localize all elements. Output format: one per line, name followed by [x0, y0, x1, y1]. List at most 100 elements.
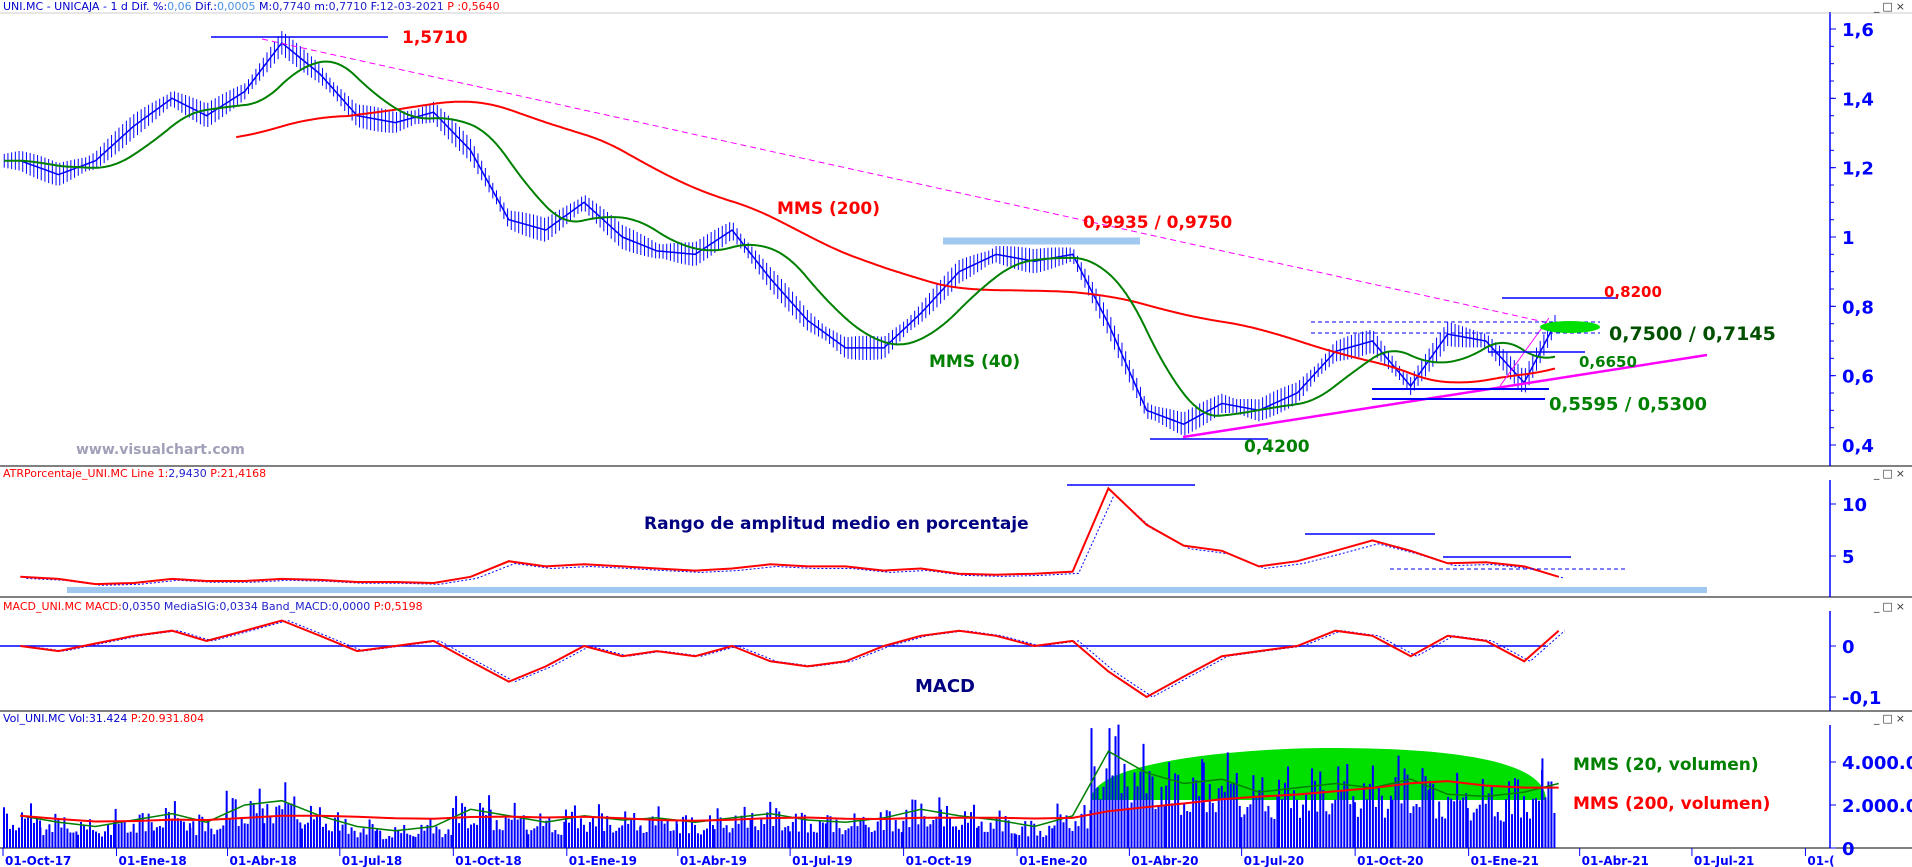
volume-bar	[824, 823, 827, 848]
volume-bar	[1415, 803, 1418, 848]
close-button[interactable]: ×	[1895, 467, 1908, 480]
volume-bar	[1447, 796, 1450, 848]
volume-bar	[147, 813, 150, 848]
volume-bar	[873, 830, 876, 848]
volume-bar	[1007, 820, 1010, 848]
volume-bar	[1126, 786, 1129, 848]
p-value: 20.931.804	[141, 712, 205, 725]
volume-bar	[977, 826, 980, 848]
volume-bar	[954, 826, 957, 848]
volume-bar	[815, 832, 818, 848]
volume-bar	[1496, 811, 1499, 848]
macd-y-tick-label: 0	[1842, 637, 1855, 658]
volume-bar	[278, 805, 281, 848]
minimize-button[interactable]: _	[1873, 712, 1883, 725]
volume-bar	[158, 825, 161, 848]
volume-bar	[772, 826, 775, 848]
volume-bar	[185, 830, 188, 848]
volume-bar	[1374, 807, 1377, 848]
maximize-button[interactable]: □	[1882, 467, 1896, 480]
volume-bar	[663, 823, 666, 848]
volume-bar	[519, 817, 522, 848]
resistance-0750-label: 0,7500 / 0,7145	[1609, 323, 1776, 345]
volume-bar	[797, 831, 800, 848]
volume-bar	[1201, 758, 1204, 848]
volume-bar	[1418, 807, 1421, 848]
volume-bar	[417, 833, 420, 848]
volume-bar	[479, 803, 482, 848]
close-button[interactable]: ×	[1895, 712, 1908, 725]
volume-bar	[135, 832, 138, 848]
volume-bar	[86, 829, 89, 848]
volume-bar	[809, 823, 812, 848]
volume-bar	[769, 801, 772, 848]
volume-bar	[455, 796, 458, 848]
volume-bar	[879, 812, 882, 848]
volume-bar	[995, 817, 998, 848]
close-button[interactable]: ×	[1895, 0, 1908, 13]
volume-bar	[1278, 779, 1281, 848]
volume-bar	[333, 817, 336, 848]
maximize-button[interactable]: □	[1882, 712, 1896, 725]
volume-bar	[1013, 833, 1016, 848]
volume-bar	[1267, 805, 1270, 848]
volume-bar	[450, 834, 453, 848]
maximize-button[interactable]: □	[1882, 0, 1896, 13]
volume-bar	[240, 818, 243, 848]
volume-bar	[210, 828, 213, 848]
volume-bar	[983, 831, 986, 848]
price-series	[4, 41, 1556, 426]
volume-bar	[281, 809, 284, 848]
volume-bar	[104, 831, 107, 848]
volume-bar	[749, 817, 752, 848]
minimize-button[interactable]: _	[1873, 600, 1883, 613]
volume-bar	[263, 823, 266, 848]
x-tick-label: 01-Oct-18	[455, 854, 521, 867]
volume-bar	[639, 825, 642, 848]
x-tick-label: 01-Ene-18	[119, 854, 187, 867]
minimize-button[interactable]: _	[1873, 467, 1883, 480]
mms200-line	[236, 100, 1556, 384]
volume-bar	[438, 829, 441, 848]
volume-bar	[150, 822, 153, 848]
volume-bar	[914, 799, 917, 848]
volume-bar	[406, 833, 409, 848]
volume-bar	[107, 824, 110, 848]
volume-bar	[766, 812, 769, 848]
volume-bar	[1319, 771, 1322, 848]
volume-bar	[338, 830, 341, 848]
volume-bar	[536, 826, 539, 848]
maximize-button[interactable]: □	[1882, 600, 1896, 613]
volume-bar	[51, 831, 54, 848]
volume-bar	[1502, 821, 1505, 848]
volume-bar	[1205, 812, 1208, 848]
price-pane-header: UNI.MC - UNICAJA - 1 d Dif. %:0,06 Dif.:…	[3, 0, 500, 13]
volume-bar	[412, 836, 415, 848]
volume-bar	[1456, 772, 1459, 848]
volume-bar	[123, 821, 126, 848]
volume-bar	[1021, 826, 1024, 848]
close-button[interactable]: ×	[1895, 600, 1908, 613]
x-tick-label: 01-Jul-19	[792, 854, 852, 867]
volume-bar	[1444, 818, 1447, 848]
price-pane-window-buttons: _□×	[1874, 0, 1908, 13]
label: Line 1:	[131, 467, 169, 480]
volume-bar	[1056, 803, 1059, 848]
volume-bar	[923, 816, 926, 848]
volume-bar	[296, 819, 299, 848]
volume-bar	[1505, 799, 1508, 848]
volume-bar	[684, 815, 687, 848]
volume-bar	[452, 808, 455, 848]
volume-bar	[672, 830, 675, 848]
label: Vol:	[68, 712, 89, 725]
volume-bar	[1010, 833, 1013, 848]
minimize-button[interactable]: _	[1873, 0, 1883, 13]
volume-bar	[719, 817, 722, 848]
x-tick-label: 01-Ene-20	[1019, 854, 1087, 867]
volume-bar	[557, 834, 560, 848]
volume-bar	[1532, 798, 1535, 848]
volume-bar	[48, 824, 51, 848]
price-y-tick-label: 1,2	[1842, 159, 1874, 180]
volume-bar	[1065, 815, 1068, 848]
volume-bar	[675, 824, 678, 848]
